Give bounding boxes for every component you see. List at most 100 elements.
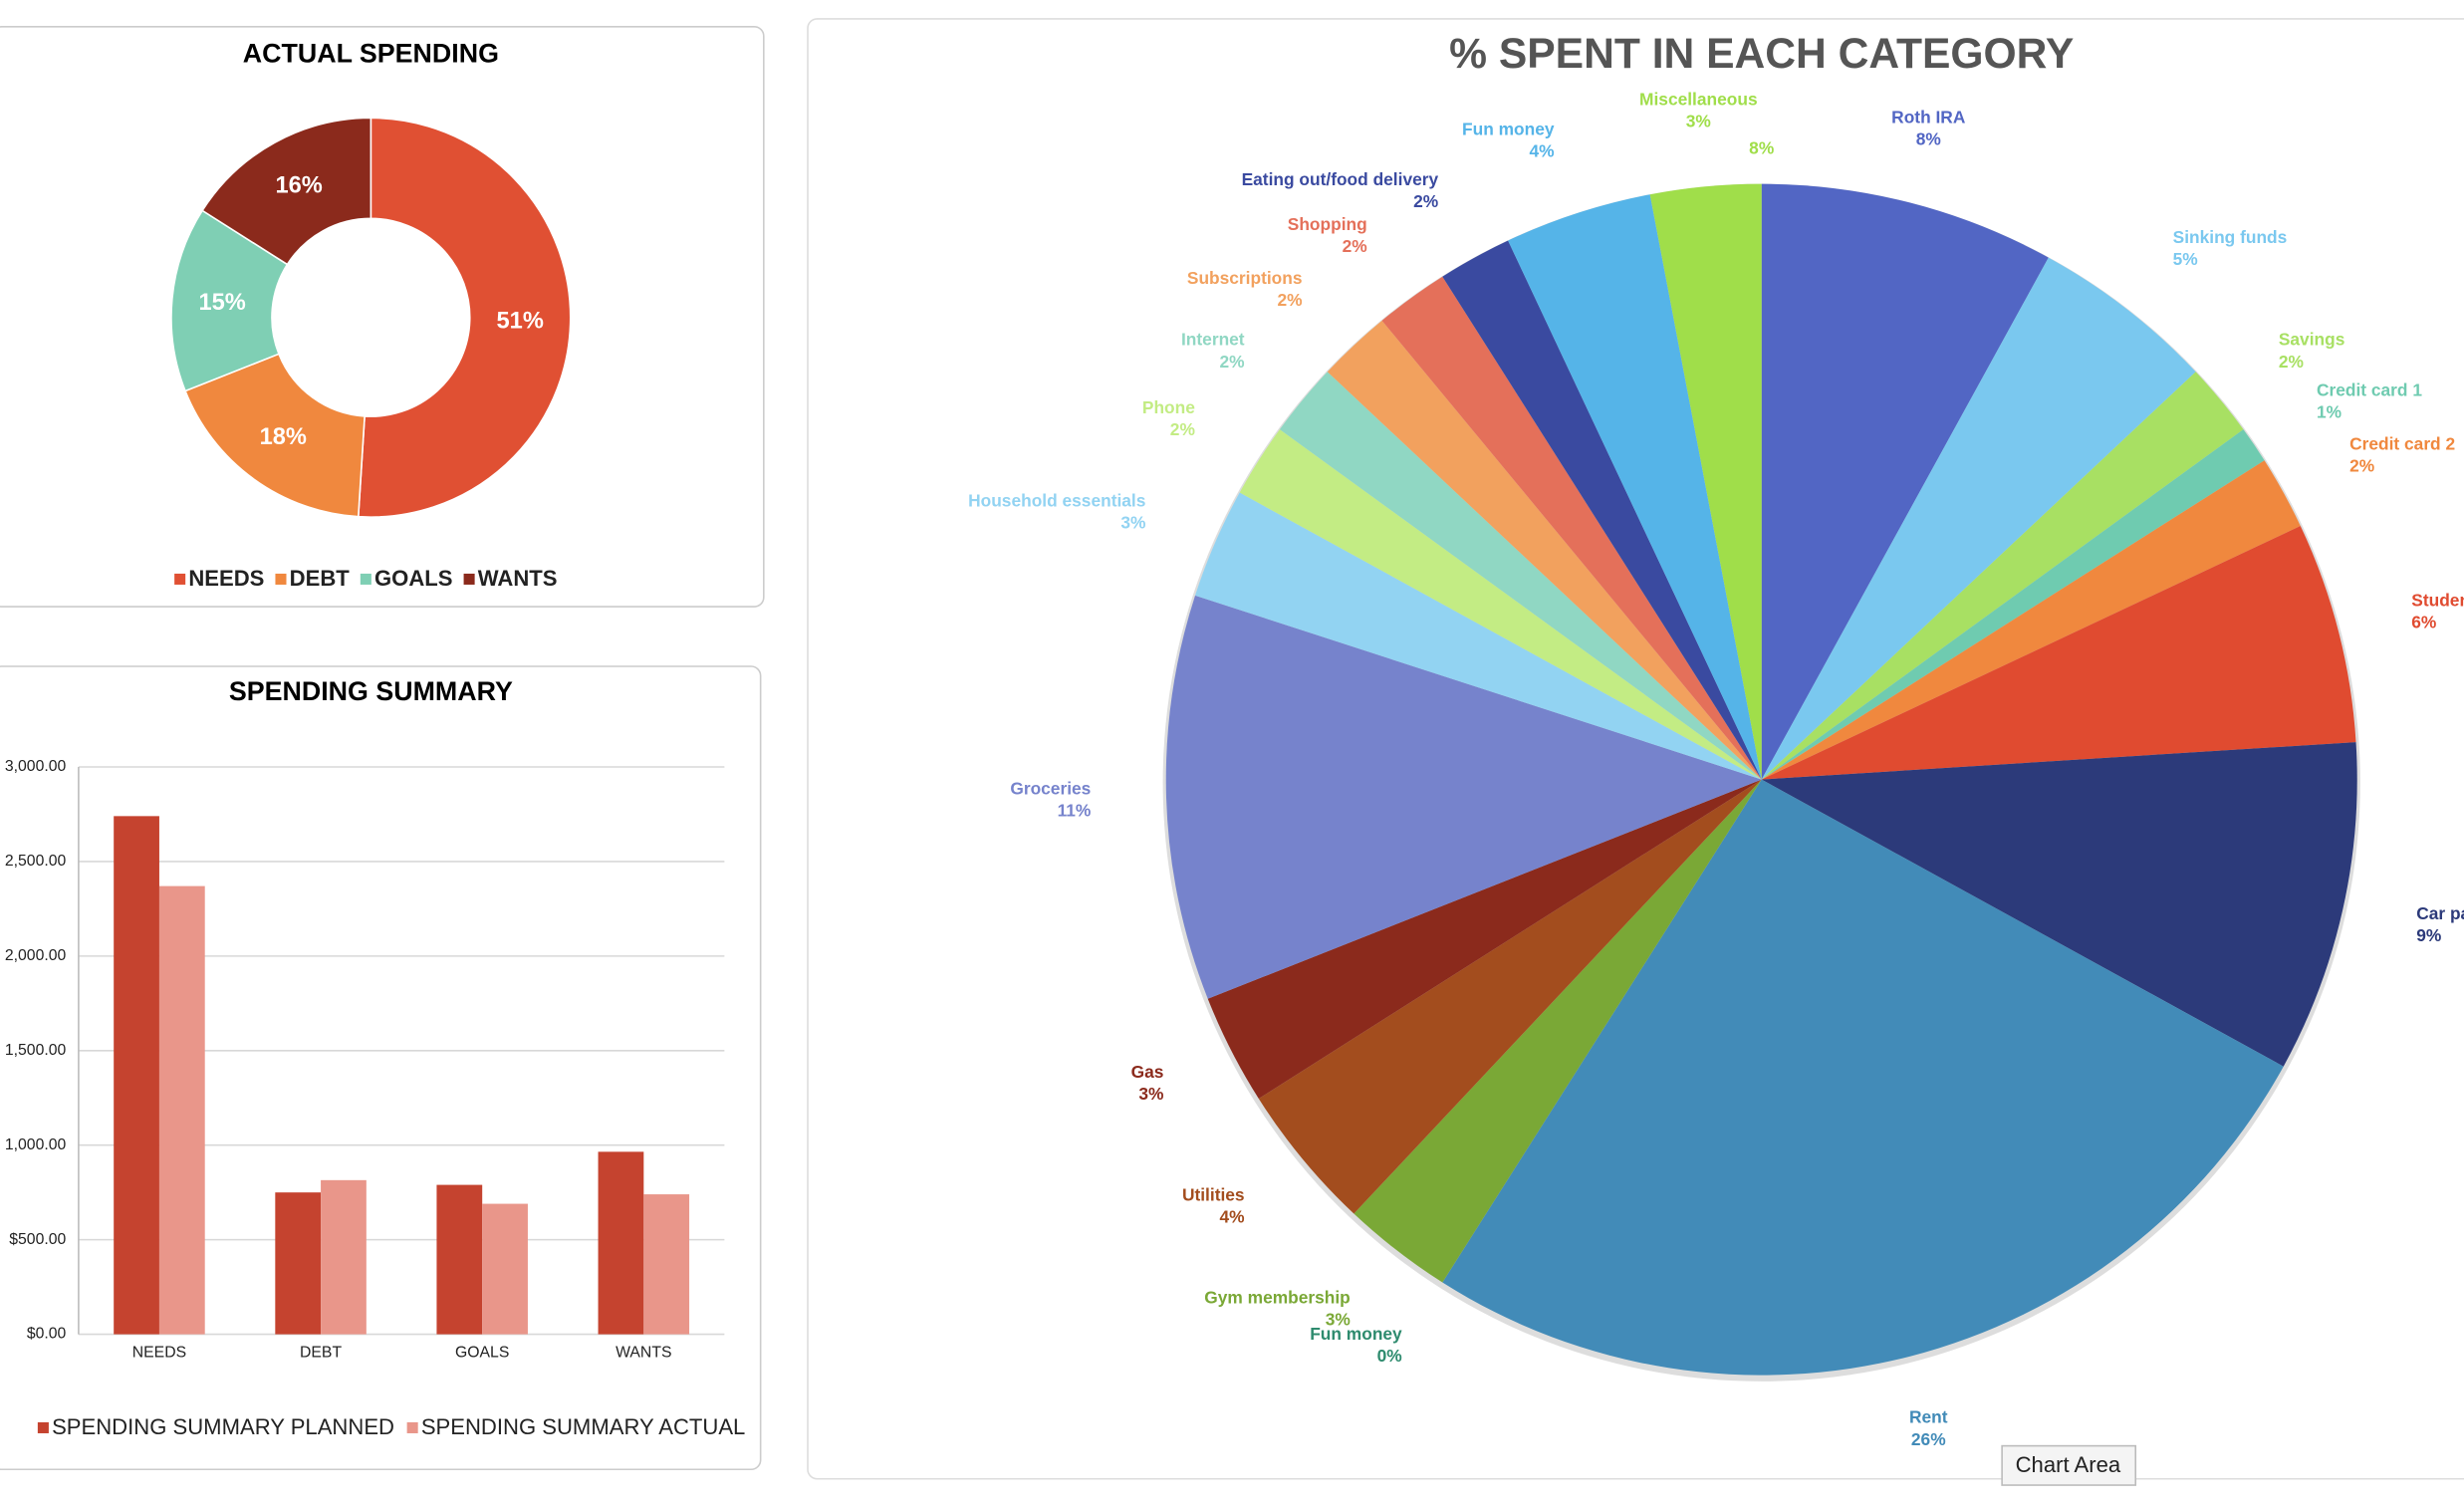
pie-label-name: Student loans xyxy=(2411,591,2464,611)
data-label: 18% xyxy=(260,424,307,450)
pie-slice xyxy=(1761,372,2244,780)
pie-slice xyxy=(1508,194,1762,780)
bar xyxy=(158,885,205,1335)
pie-label-value: 2% xyxy=(1220,352,1245,372)
donut-slice xyxy=(357,117,572,518)
donut-slice xyxy=(170,209,289,392)
x-tick-label: GOALS xyxy=(455,1345,509,1362)
pie-label-name: Car payment xyxy=(2416,903,2464,923)
pie-label-name: Credit card 2 xyxy=(2349,434,2455,454)
legend-label: GOALS xyxy=(374,566,453,591)
pie-slice xyxy=(1381,276,1762,780)
pie-label-value: 11% xyxy=(1058,800,1092,820)
legend-swatch xyxy=(463,573,475,585)
legend-label: SPENDING SUMMARY PLANNED xyxy=(52,1414,394,1439)
pie-label-name: Fun money xyxy=(1310,1324,1402,1344)
pie-label-value: 8% xyxy=(1916,129,1941,149)
pie-slice xyxy=(1442,240,1762,780)
y-tick-label: 2,500.00 xyxy=(5,853,67,870)
pie-label-name: Phone xyxy=(1142,397,1195,417)
legend-swatch xyxy=(174,573,186,585)
x-tick-label: DEBT xyxy=(300,1345,342,1362)
pie-label-value: 5% xyxy=(2173,249,2198,269)
pie-slice xyxy=(1761,429,2265,780)
pie-label-value: 4% xyxy=(1220,1207,1245,1227)
pie-label-name: Shopping xyxy=(1288,214,1367,234)
pie-slice xyxy=(1279,372,1762,780)
x-tick-label: NEEDS xyxy=(132,1345,186,1362)
legend-swatch xyxy=(37,1421,49,1433)
pie-label-name: Groceries xyxy=(1010,778,1091,798)
pie-label-value: 2% xyxy=(1170,419,1195,439)
pie-label-value: 2% xyxy=(1277,290,1302,310)
y-tick-label: $0.00 xyxy=(27,1326,67,1343)
legend-label: NEEDS xyxy=(188,566,264,591)
pie-label-name: Internet xyxy=(1181,330,1245,350)
pie-label-value: 3% xyxy=(1326,1310,1351,1330)
bar xyxy=(436,1184,483,1335)
legend-swatch xyxy=(360,573,371,585)
pie-slice xyxy=(1239,429,1762,780)
pie-slice xyxy=(1761,257,2196,780)
legend-swatch xyxy=(406,1421,418,1433)
pie-label-name: Eating out/food delivery xyxy=(1242,169,1439,189)
pie-slice xyxy=(1165,595,1762,999)
pie-label-value: 0% xyxy=(1377,1346,1402,1366)
pie-label-value: 26% xyxy=(1911,1429,1946,1449)
x-tick-label: WANTS xyxy=(616,1345,671,1362)
pie-slice xyxy=(1761,460,2301,780)
donut-panel xyxy=(0,26,765,608)
annotation: 8% xyxy=(1749,137,1774,157)
pie-slice xyxy=(1649,183,1762,780)
chart-title: SPENDING SUMMARY xyxy=(229,676,513,706)
pie-label-name: Miscellaneous xyxy=(1639,89,1758,109)
pie-label-name: Utilities xyxy=(1182,1185,1245,1205)
legend-label: DEBT xyxy=(290,566,351,591)
y-tick-label: 1,000.00 xyxy=(5,1136,67,1153)
pie-label-name: Fun money xyxy=(1462,119,1555,138)
pie-slice xyxy=(1354,779,1762,1283)
chart-title: ACTUAL SPENDING xyxy=(243,38,499,68)
pie-label-value: 1% xyxy=(2317,402,2341,422)
bar xyxy=(275,1192,322,1335)
legend-label: SPENDING SUMMARY ACTUAL xyxy=(421,1414,746,1439)
pie-label-value: 2% xyxy=(2349,456,2374,476)
pie-slice xyxy=(1327,320,1762,780)
pie-slice xyxy=(1207,779,1762,1100)
bar xyxy=(114,816,159,1335)
donut-slice xyxy=(201,117,372,266)
pie-label-name: Gym membership xyxy=(1204,1287,1351,1307)
y-tick-label: 2,000.00 xyxy=(5,947,67,964)
pie-slice xyxy=(1442,779,2284,1376)
pie-label-value: 2% xyxy=(1343,236,1367,256)
pie-label-value: 2% xyxy=(2279,352,2304,372)
pie-slice xyxy=(1258,779,1762,1214)
data-label: 51% xyxy=(497,309,544,335)
y-tick-label: 3,000.00 xyxy=(5,758,67,775)
pie-label-value: 6% xyxy=(2411,613,2436,632)
pie-label-value: 3% xyxy=(1686,112,1711,131)
pie-label-name: Rent xyxy=(1909,1407,1948,1427)
data-label: 15% xyxy=(198,290,245,316)
pie-slice xyxy=(1761,526,2356,780)
pie-label-value: 3% xyxy=(1138,1084,1163,1104)
pie-label-value: 3% xyxy=(1120,513,1145,533)
pie-label-name: Savings xyxy=(2279,330,2345,350)
pie-slice xyxy=(1194,492,1762,780)
pie-label-name: Subscriptions xyxy=(1187,268,1303,288)
pie-slice xyxy=(1761,742,2357,1067)
bar xyxy=(482,1203,528,1335)
tooltip: Chart Area xyxy=(2016,1452,2121,1477)
pie-label-value: 2% xyxy=(1413,191,1438,211)
bar xyxy=(598,1151,644,1335)
pie-label-value: 4% xyxy=(1529,140,1554,160)
pie-label-name: Roth IRA xyxy=(1891,108,1966,127)
bar xyxy=(643,1194,690,1335)
bar xyxy=(321,1179,367,1335)
y-tick-label: 1,500.00 xyxy=(5,1042,67,1059)
donut-slice xyxy=(184,353,366,518)
chart-title: % SPENT IN EACH CATEGORY xyxy=(1449,30,2074,78)
pie-label-name: Sinking funds xyxy=(2173,227,2288,247)
